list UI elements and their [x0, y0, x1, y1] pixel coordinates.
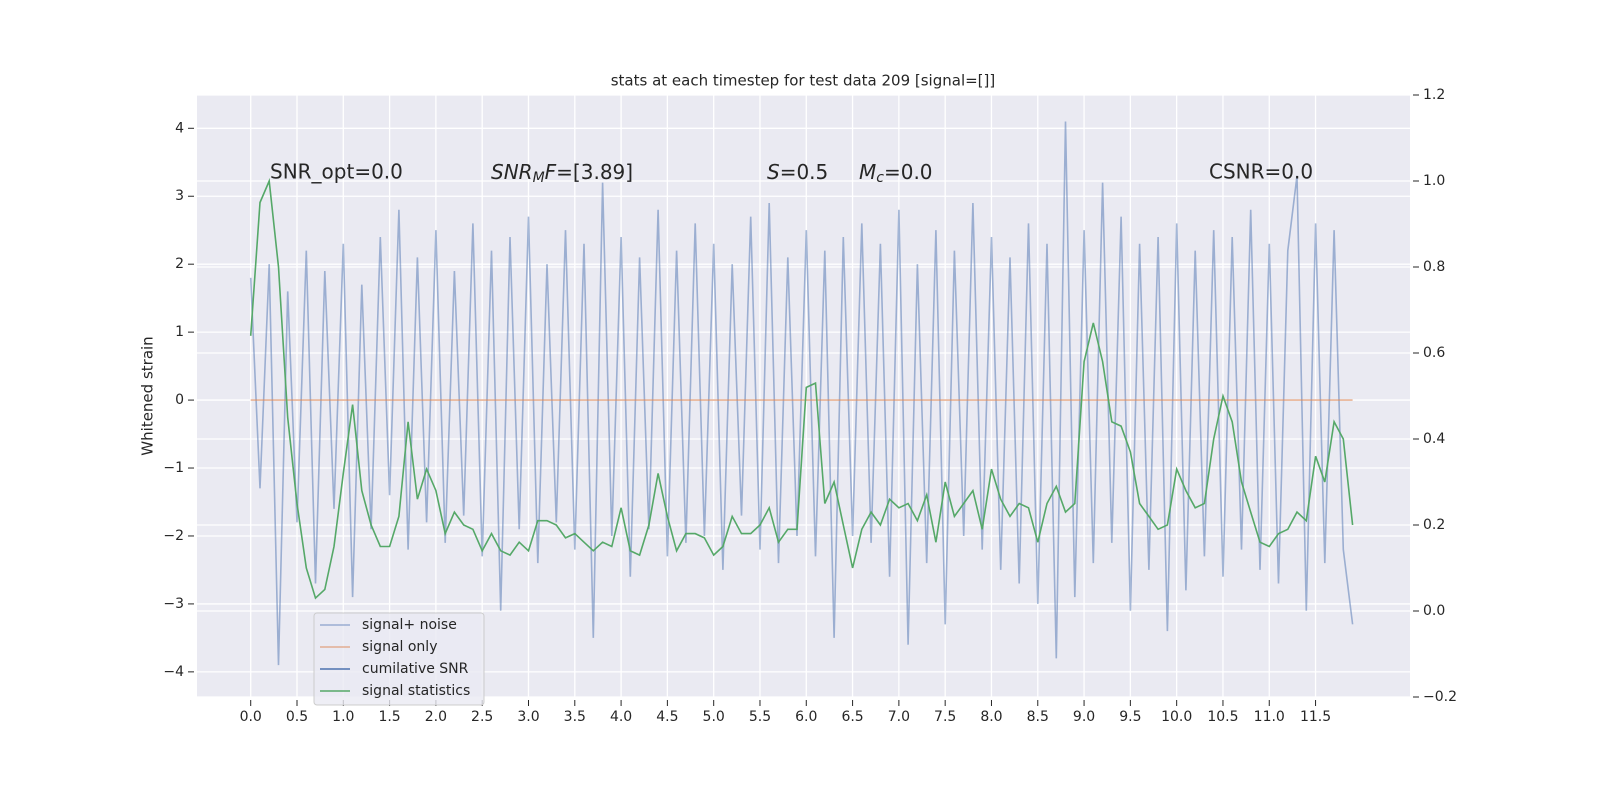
y2-tick-label: 0.8	[1423, 259, 1445, 275]
y2-tick-label: 1.0	[1423, 173, 1445, 189]
y2-tick-label: 1.2	[1423, 87, 1445, 103]
x-tick-label: 1.0	[332, 709, 354, 725]
x-tick-label: 5.0	[703, 709, 725, 725]
x-tick-label: 8.0	[980, 709, 1002, 725]
x-tick-label: 4.5	[656, 709, 678, 725]
y-tick-label: −4	[163, 664, 184, 680]
y-tick-label: 1	[175, 324, 184, 340]
x-tick-label: 3.0	[517, 709, 539, 725]
annotation: Mc=0.0	[859, 160, 933, 187]
x-tick-label: 9.0	[1073, 709, 1095, 725]
y-tick-label: −3	[163, 596, 184, 612]
legend-label: cumilative SNR	[362, 661, 469, 677]
annotation: SNRMF=[3.89]	[491, 160, 633, 187]
x-tick-label: 4.0	[610, 709, 632, 725]
plot-area	[197, 95, 1410, 697]
chart-title: stats at each timestep for test data 209…	[611, 72, 996, 90]
x-tick-label: 7.0	[888, 709, 910, 725]
annotation-part: F	[545, 160, 557, 184]
legend-label: signal+ noise	[362, 617, 457, 633]
annotation-part: S	[767, 160, 780, 184]
x-tick-label: 0.5	[286, 709, 308, 725]
x-tick-label: 3.5	[564, 709, 586, 725]
y-tick-label: 2	[175, 256, 184, 272]
y-tick-label: −2	[163, 528, 184, 544]
x-tick-label: 1.5	[378, 709, 400, 725]
x-tick-label: 9.5	[1119, 709, 1141, 725]
x-tick-label: 11.5	[1300, 709, 1331, 725]
x-tick-label: 7.5	[934, 709, 956, 725]
y2-tick-label: −0.2	[1423, 689, 1457, 705]
annotation-part: =0.0	[884, 160, 933, 184]
legend-box	[313, 612, 485, 706]
y-tick-label: 0	[175, 392, 184, 408]
annotation: CSNR=0.0	[1209, 160, 1313, 184]
series-line	[249, 177, 1354, 600]
x-tick-label: 10.5	[1207, 709, 1238, 725]
y2-tick-label: 0.6	[1423, 345, 1445, 361]
annotation-part: =[3.89]	[556, 160, 633, 184]
annotation: SNR_opt=0.0	[270, 160, 403, 184]
x-tick-label: 6.5	[841, 709, 863, 725]
x-tick-label: 8.5	[1027, 709, 1049, 725]
annotation-part: M	[859, 160, 876, 184]
annotation-part: M	[533, 170, 545, 186]
x-tick-label: 5.5	[749, 709, 771, 725]
x-tick-label: 11.0	[1254, 709, 1285, 725]
legend-label: signal statistics	[362, 683, 470, 699]
x-tick-label: 0.0	[240, 709, 262, 725]
y2-tick-label: 0.4	[1423, 431, 1445, 447]
y-tick-label: −1	[163, 460, 184, 476]
x-tick-label: 10.0	[1161, 709, 1192, 725]
annotation-part: SNR	[491, 160, 533, 184]
legend-label: signal only	[362, 639, 437, 655]
y-tick-label: 3	[175, 188, 184, 204]
y2-tick-label: 0.0	[1423, 603, 1445, 619]
y2-tick-label: 0.2	[1423, 517, 1445, 533]
x-tick-label: 2.0	[425, 709, 447, 725]
y-axis-label: Whitened strain	[139, 336, 157, 455]
y-tick-label: 4	[175, 120, 184, 136]
annotation-part: c	[876, 170, 884, 186]
annotation-part: =0.5	[780, 160, 829, 184]
x-tick-label: 2.5	[471, 709, 493, 725]
x-tick-label: 6.0	[795, 709, 817, 725]
annotation: S=0.5	[767, 160, 828, 184]
series-line	[249, 121, 1354, 666]
